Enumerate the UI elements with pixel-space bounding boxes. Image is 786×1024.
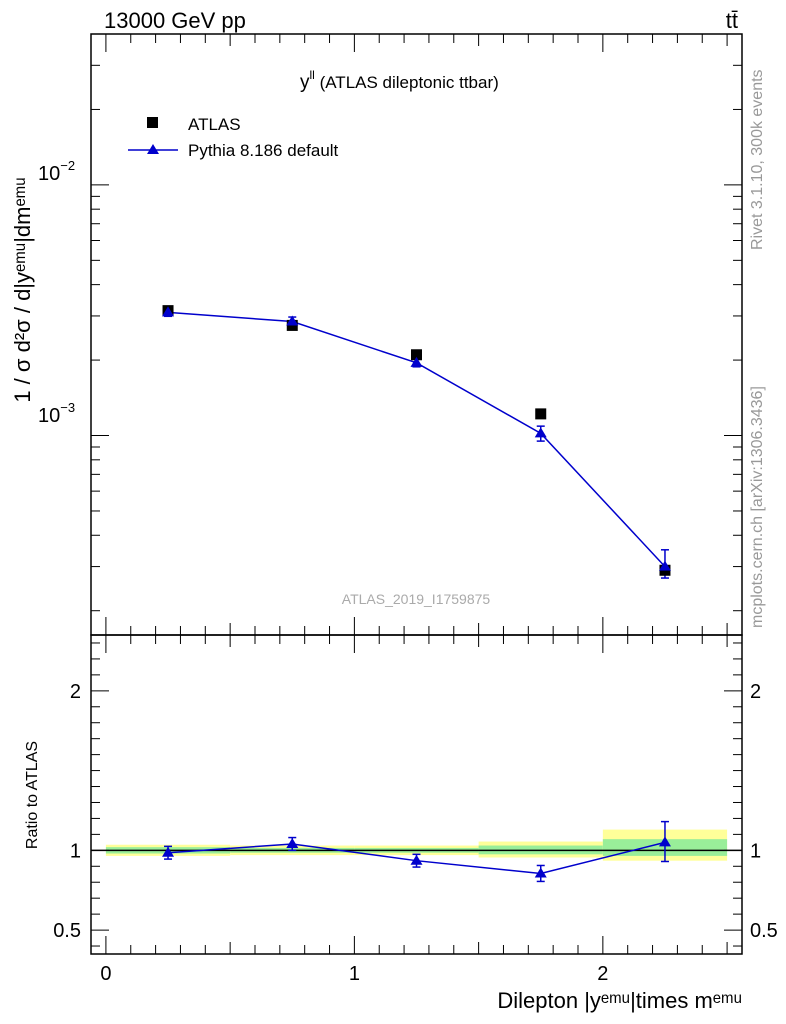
atlas-point (411, 349, 422, 361)
ratio-pythia-point (410, 854, 423, 865)
pythia-point (162, 306, 175, 317)
main-ylabel: 1 / σ d²σ / d|yᵉᵐᵘ|dmᵉᵐᵘ (10, 177, 35, 402)
ratio-ytick-label: 1 (70, 840, 81, 862)
main-data-layer (162, 305, 671, 579)
watermark-label: ATLAS_2019_I1759875 (342, 591, 491, 607)
ratio-data-layer (91, 820, 742, 883)
ratio-ytick-label-right: 0.5 (750, 920, 778, 942)
ratio-pythia-point (286, 837, 299, 848)
rivet-label: Rivet 3.1.10, 300k events (749, 69, 766, 250)
ratio-ytick-labels: 0.5 0.5 1 1 2 2 (53, 681, 778, 942)
mcplots-label: mcplots.cern.ch [arXiv:1306.3436] (749, 386, 766, 628)
ratio-ytick-label: 0.5 (53, 920, 81, 942)
atlas-point (535, 408, 547, 420)
ratio-xtick-labels: 0 1 2 (100, 963, 608, 985)
legend-pythia-label: Pythia 8.186 default (188, 141, 339, 160)
main-plot-title: yll (ATLAS dileptonic ttbar) (300, 68, 499, 93)
ratio-pythia-point (534, 867, 547, 878)
pythia-point (658, 560, 671, 571)
ytick-label-1e-2: 10−2 (38, 158, 75, 185)
legend-atlas-label: ATLAS (188, 115, 241, 134)
title-sup: ll (310, 68, 315, 82)
ratio-pythia-point (658, 836, 671, 847)
ratio-ytick-label-right: 2 (750, 681, 761, 703)
ratio-ytick-label-right: 1 (750, 840, 761, 862)
legend-atlas-marker (147, 117, 158, 128)
ytick-label-1e-3: 10−3 (38, 400, 75, 427)
legend-pythia-marker (147, 144, 159, 154)
pythia-point (410, 356, 423, 367)
ratio-xtick-label: 2 (597, 963, 608, 985)
ratio-ytick-label: 2 (70, 681, 81, 703)
ratio-panel-frame (90, 634, 743, 955)
pythia-point (534, 427, 547, 438)
title-rest: (ATLAS dileptonic ttbar) (315, 73, 499, 92)
ratio-ylabel: Ratio to ATLAS (24, 741, 41, 849)
main-axis-ticks (91, 33, 742, 635)
ratio-xlabel: Dilepton |yᵉᵐᵘ|times mᵉᵐᵘ (497, 988, 742, 1013)
ratio-pythia-point (162, 846, 175, 857)
top-left-label: 13000 GeV pp (104, 8, 246, 33)
legend: ATLAS Pythia 8.186 default (128, 115, 339, 160)
title-main: y (300, 72, 310, 93)
top-right-label: tt̄ (726, 8, 738, 33)
pythia-point (286, 315, 299, 326)
ratio-xtick-label: 1 (349, 963, 360, 985)
ratio-axis-ticks (91, 635, 742, 954)
ratio-xtick-label: 0 (100, 963, 111, 985)
